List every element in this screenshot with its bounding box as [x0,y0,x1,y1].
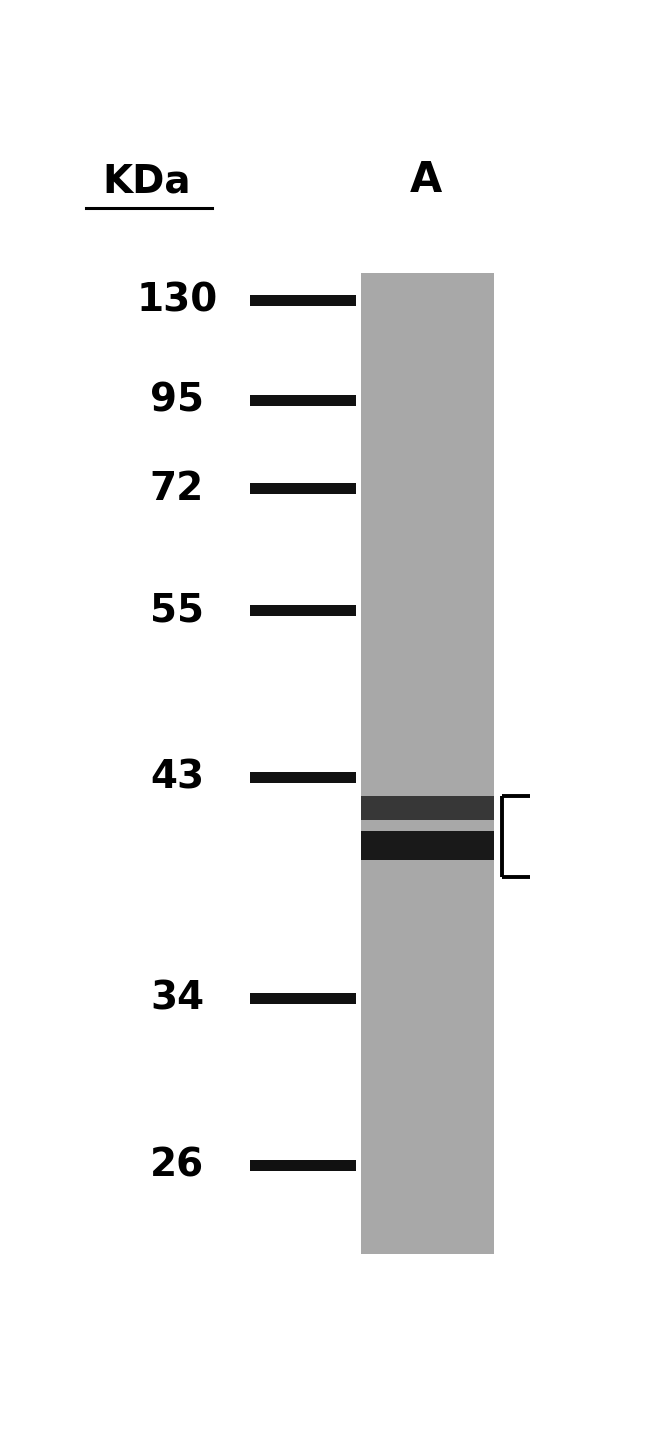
Bar [250,994,356,1005]
Text: A: A [410,158,443,200]
Bar [250,395,356,406]
Bar [250,484,356,494]
Text: 72: 72 [150,469,204,508]
Bar [361,272,494,1254]
Bar [361,796,494,821]
Text: KDa: KDa [103,163,191,200]
Bar [250,1159,356,1171]
Bar [250,772,356,783]
Text: 55: 55 [150,592,204,629]
Text: 130: 130 [136,281,218,320]
Bar [250,605,356,616]
Text: 95: 95 [150,382,204,419]
Text: 43: 43 [150,757,204,796]
Text: 26: 26 [150,1146,204,1184]
Bar [361,831,494,860]
Text: 34: 34 [150,979,204,1018]
Bar [250,295,356,305]
